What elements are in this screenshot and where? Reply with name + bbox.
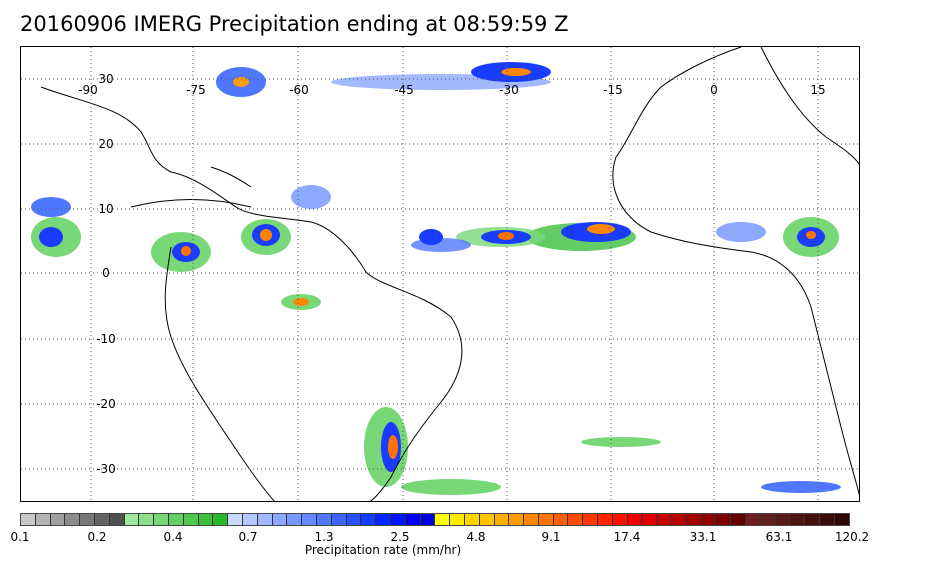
latitude-labels: 30 20 10 0 -10 -20 -30 — [96, 72, 116, 476]
lat-label: -30 — [96, 462, 116, 476]
colorbar-label: Precipitation rate (mm/hr) — [304, 543, 462, 557]
lat-label: -20 — [96, 397, 116, 411]
colorbar-cell — [805, 514, 821, 525]
colorbar-cell — [538, 514, 554, 525]
colorbar-cell — [627, 514, 643, 525]
precipitation-map: -90 -75 -60 -45 -30 -15 0 15 30 20 10 0 … — [20, 46, 860, 502]
colorbar-cell — [568, 514, 584, 525]
colorbar-cell — [834, 514, 849, 525]
colorbar-cell — [731, 514, 747, 525]
colorbar-tick: 2.5 — [390, 530, 410, 544]
colorbar-cell — [820, 514, 835, 525]
colorbar-cell — [509, 514, 525, 525]
colorbar-cell — [21, 514, 36, 525]
longitude-labels: -90 -75 -60 -45 -30 -15 0 15 — [78, 83, 825, 97]
colorbar-tick: 120.2 — [834, 530, 870, 544]
colorbar-cell — [657, 514, 673, 525]
colorbar-cell — [464, 514, 480, 525]
colorbar-tick: 33.1 — [689, 530, 717, 544]
colorbar-cell — [435, 514, 451, 525]
colorbar-cell — [390, 514, 406, 525]
colorbar-tick: 4.8 — [466, 530, 486, 544]
colorbar-cell — [94, 514, 110, 525]
colorbar-cell — [642, 514, 658, 525]
colorbar-cell — [775, 514, 791, 525]
colorbar-cell — [450, 514, 465, 525]
coastlines — [40, 47, 859, 501]
colorbar-tick: 63.1 — [765, 530, 793, 544]
colorbar-cell — [213, 514, 229, 525]
colorbar-cell — [479, 514, 495, 525]
lon-label: -60 — [289, 83, 309, 97]
map-canvas: -90 -75 -60 -45 -30 -15 0 15 30 20 10 0 … — [21, 47, 859, 501]
colorbar-tick: 0.7 — [238, 530, 258, 544]
colorbar-cell — [257, 514, 273, 525]
colorbar-cell — [316, 514, 332, 525]
colorbar-cell — [228, 514, 243, 525]
colorbar-cell — [716, 514, 732, 525]
colorbar-cell — [672, 514, 687, 525]
colorbar-cell — [35, 514, 51, 525]
colorbar-cell — [65, 514, 81, 525]
lon-label: 0 — [710, 83, 718, 97]
lat-label: 0 — [102, 266, 110, 280]
colorbar-cell — [50, 514, 66, 525]
lat-label: 20 — [98, 137, 113, 151]
colorbar-cell — [124, 514, 140, 525]
colorbar-tick: 0.1 — [10, 530, 30, 544]
colorbar-cell — [746, 514, 761, 525]
colorbar-cell — [760, 514, 776, 525]
colorbar-tick: 0.4 — [163, 530, 183, 544]
colorbar-cell — [272, 514, 288, 525]
colorbar-cell — [701, 514, 717, 525]
colorbar-cell — [198, 514, 214, 525]
lat-label: 30 — [98, 72, 113, 86]
colorbar-cell — [302, 514, 317, 525]
colorbar-cell — [553, 514, 569, 525]
colorbar-cell — [598, 514, 613, 525]
precipitation-field — [31, 62, 841, 495]
lon-label: -15 — [603, 83, 623, 97]
colorbar-cell — [331, 514, 347, 525]
lon-label: -75 — [186, 83, 206, 97]
colorbar-cell — [80, 514, 95, 525]
colorbar — [20, 513, 850, 526]
colorbar-cell — [524, 514, 539, 525]
colorbar-cell — [287, 514, 303, 525]
colorbar-cell — [376, 514, 391, 525]
lon-label: -90 — [78, 83, 98, 97]
colorbar-cell — [139, 514, 155, 525]
colorbar-cell — [494, 514, 510, 525]
lat-label: 10 — [98, 202, 113, 216]
colorbar-cell — [346, 514, 362, 525]
colorbar-cell — [242, 514, 258, 525]
lat-label: -10 — [96, 332, 116, 346]
colorbar-tick: 9.1 — [541, 530, 561, 544]
graticule — [21, 47, 859, 501]
colorbar-cell — [583, 514, 599, 525]
colorbar-cell — [612, 514, 628, 525]
lon-label: -30 — [499, 83, 519, 97]
lon-label: -45 — [394, 83, 414, 97]
lon-label: 15 — [810, 83, 825, 97]
colorbar-cell — [790, 514, 806, 525]
colorbar-cell — [686, 514, 702, 525]
colorbar-cell — [109, 514, 125, 525]
page-title: 20160906 IMERG Precipitation ending at 0… — [20, 12, 569, 36]
colorbar-tick: 1.3 — [314, 530, 334, 544]
colorbar-cell — [154, 514, 169, 525]
colorbar-cell — [168, 514, 184, 525]
colorbar-cell — [183, 514, 199, 525]
colorbar-tick: 0.2 — [87, 530, 107, 544]
colorbar-cell — [361, 514, 377, 525]
colorbar-cell — [405, 514, 421, 525]
colorbar-cell — [420, 514, 436, 525]
colorbar-tick: 17.4 — [613, 530, 641, 544]
